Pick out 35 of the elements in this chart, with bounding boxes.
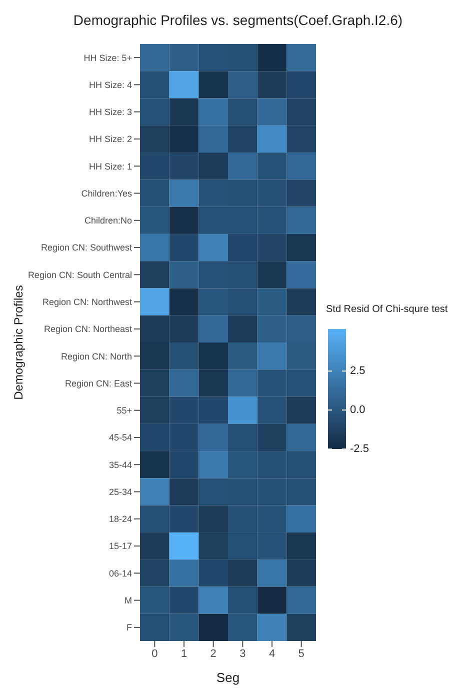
y-tick-label: HH Size: 4	[88, 80, 132, 90]
color-bar-label: 0.0	[350, 404, 366, 416]
y-tick-label: 45-54	[108, 432, 132, 443]
y-tick-label: 25-34	[108, 486, 132, 497]
y-tick-label: Children:Yes	[81, 188, 132, 198]
x-tick-label: 3	[240, 648, 246, 660]
x-axis-title: Seg	[216, 670, 240, 685]
y-tick-label: HH Size: 2	[88, 134, 132, 144]
y-tick-label: Region CN: Northeast	[44, 324, 132, 334]
x-tick-label: 4	[268, 648, 276, 660]
y-tick-label: 55+	[116, 406, 132, 416]
chart-title: Demographic Profiles vs. segments(Coef.Graph.I2.6)	[72, 12, 404, 28]
y-tick-label: 06-14	[108, 568, 132, 578]
x-tick-label: 1	[180, 648, 188, 660]
y-tick-label: Region CN: South Central	[28, 270, 132, 280]
y-tick-label: Region CN: Southwest	[40, 242, 132, 253]
x-tick-label: 5	[298, 648, 304, 660]
y-tick-label: M	[124, 595, 132, 606]
y-tick-label: 15-17	[108, 541, 132, 552]
y-tick-label: Region CN: Northwest	[42, 296, 132, 307]
x-tick-label: 0	[152, 648, 158, 660]
y-tick-label: HH Size: 3	[88, 107, 132, 118]
y-tick-label: F	[126, 622, 132, 633]
color-bar-title: Std Resid Of Chi-squre test	[326, 304, 448, 315]
y-tick-label: Region CN: North	[60, 351, 132, 362]
y-tick-label: Region CN: East	[64, 378, 132, 388]
color-bar-label: 2.5	[350, 365, 366, 378]
x-tick-label: 2	[210, 648, 216, 660]
y-tick-label: HH Size: 1	[88, 161, 132, 172]
color-bar-label: -2.5	[350, 443, 369, 455]
y-tick-label: 18-24	[108, 514, 132, 524]
y-tick-label: 35-44	[108, 460, 132, 470]
y-tick-label: Children:No	[84, 216, 132, 226]
y-tick-label: HH Size: 5+	[84, 52, 132, 63]
y-axis-title: Demographic Profiles	[11, 285, 26, 400]
